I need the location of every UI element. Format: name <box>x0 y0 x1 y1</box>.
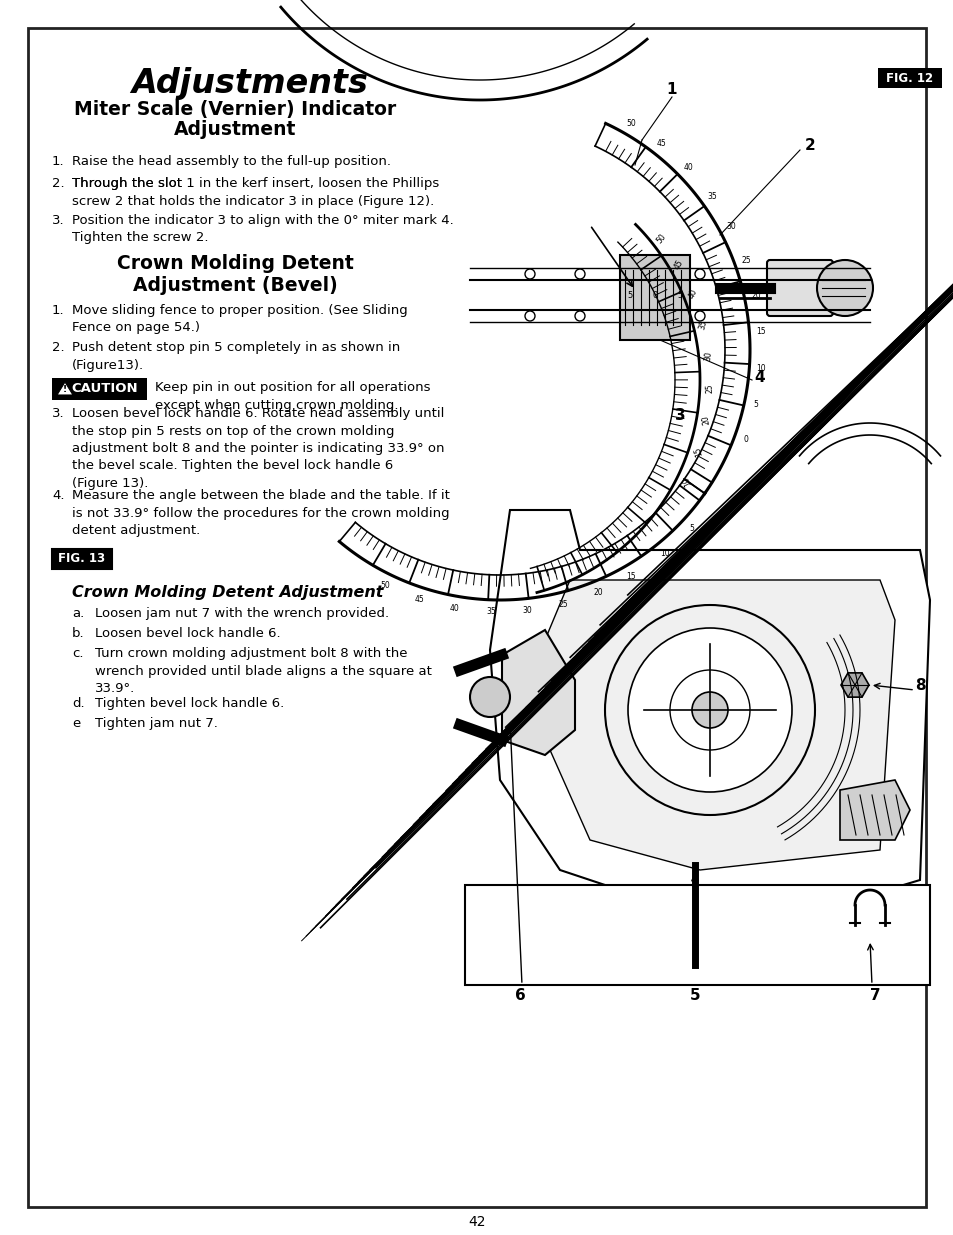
Text: 6: 6 <box>514 988 525 1003</box>
Text: Raise the head assembly to the full-up position.: Raise the head assembly to the full-up p… <box>71 156 391 168</box>
Polygon shape <box>840 781 909 840</box>
Text: Through the slot 1 in the kerf insert, loosen the Phillips
screw 2 that holds th: Through the slot 1 in the kerf insert, l… <box>71 177 438 207</box>
Text: 45: 45 <box>656 140 665 148</box>
Text: 50: 50 <box>654 232 667 245</box>
Text: 1.: 1. <box>52 304 65 317</box>
Text: 30: 30 <box>725 222 736 231</box>
Text: 15: 15 <box>692 445 703 457</box>
Text: a.: a. <box>71 606 84 620</box>
Text: 10: 10 <box>659 550 669 558</box>
Text: FIG. 12: FIG. 12 <box>885 72 933 84</box>
Text: Position the indicator 3 to align with the 0° miter mark 4.
Tighten the screw 2.: Position the indicator 3 to align with t… <box>71 214 454 245</box>
Circle shape <box>816 261 872 316</box>
Text: Miter Scale (Vernier) Indicator: Miter Scale (Vernier) Indicator <box>73 100 395 119</box>
Text: 40: 40 <box>449 604 459 613</box>
Text: 15: 15 <box>625 572 635 582</box>
Text: 20: 20 <box>593 588 602 598</box>
Text: 40: 40 <box>686 288 699 300</box>
Text: 45: 45 <box>672 258 685 272</box>
Text: 3.: 3. <box>52 408 65 420</box>
Text: Tighten bevel lock handle 6.: Tighten bevel lock handle 6. <box>95 697 284 710</box>
Text: Tighten jam nut 7.: Tighten jam nut 7. <box>95 718 217 730</box>
Text: 5: 5 <box>689 988 700 1003</box>
Text: 10: 10 <box>679 474 692 487</box>
Text: Turn crown molding adjustment bolt 8 with the
wrench provided until blade aligns: Turn crown molding adjustment bolt 8 wit… <box>95 647 432 695</box>
Text: b.: b. <box>71 627 85 640</box>
Text: Measure the angle between the blade and the table. If it
is not 33.9° follow the: Measure the angle between the blade and … <box>71 489 450 537</box>
Text: 3.: 3. <box>52 214 65 227</box>
Text: Keep pin in out position for all operations
except when cutting crown molding.: Keep pin in out position for all operati… <box>154 382 430 411</box>
Text: Adjustments: Adjustments <box>132 67 368 100</box>
Text: 7: 7 <box>869 988 880 1003</box>
FancyBboxPatch shape <box>877 68 941 88</box>
Text: 0: 0 <box>652 290 657 300</box>
Text: Loosen jam nut 7 with the wrench provided.: Loosen jam nut 7 with the wrench provide… <box>95 606 389 620</box>
Text: 2: 2 <box>803 137 815 152</box>
Text: Adjustment: Adjustment <box>173 120 295 140</box>
Text: Crown Molding Detent: Crown Molding Detent <box>116 254 353 273</box>
Text: 1.: 1. <box>52 156 65 168</box>
Circle shape <box>470 677 510 718</box>
FancyBboxPatch shape <box>766 261 832 316</box>
Text: 35: 35 <box>706 191 716 200</box>
Text: 15: 15 <box>756 327 765 336</box>
Polygon shape <box>490 510 929 910</box>
Text: 35: 35 <box>697 319 708 330</box>
Text: 25: 25 <box>740 256 750 264</box>
FancyBboxPatch shape <box>464 885 929 986</box>
Text: 50: 50 <box>625 119 636 127</box>
Text: 3: 3 <box>674 408 684 422</box>
Polygon shape <box>544 580 894 869</box>
Text: Move sliding fence to proper position. (See Sliding
Fence on page 54.): Move sliding fence to proper position. (… <box>71 304 407 335</box>
Text: d.: d. <box>71 697 85 710</box>
Text: 42: 42 <box>468 1215 485 1229</box>
Text: 5: 5 <box>677 290 682 300</box>
Text: Crown Molding Detent Adjustment: Crown Molding Detent Adjustment <box>71 585 383 600</box>
Text: c.: c. <box>71 647 84 659</box>
FancyBboxPatch shape <box>619 254 689 340</box>
Circle shape <box>691 692 727 727</box>
Text: 8: 8 <box>914 678 924 693</box>
Text: FIG. 13: FIG. 13 <box>58 552 106 566</box>
Text: 30: 30 <box>703 351 713 362</box>
FancyBboxPatch shape <box>28 28 925 1207</box>
Text: 50: 50 <box>380 580 390 590</box>
Polygon shape <box>57 382 73 395</box>
FancyBboxPatch shape <box>52 550 112 569</box>
Text: 20: 20 <box>751 291 760 300</box>
Text: 4.: 4. <box>52 489 65 501</box>
Text: CAUTION: CAUTION <box>71 383 137 395</box>
Text: 30: 30 <box>522 606 532 615</box>
Text: !: ! <box>63 385 67 394</box>
Text: 10: 10 <box>756 364 765 373</box>
Text: 5: 5 <box>627 290 632 300</box>
Text: e: e <box>71 718 80 730</box>
Polygon shape <box>501 630 575 755</box>
Text: Loosen bevel lock handle 6. Rotate head assembly until
the stop pin 5 rests on t: Loosen bevel lock handle 6. Rotate head … <box>71 408 444 490</box>
Text: 40: 40 <box>683 163 693 173</box>
Text: Loosen bevel lock handle 6.: Loosen bevel lock handle 6. <box>95 627 280 640</box>
Text: 25: 25 <box>704 383 714 393</box>
Text: Adjustment (Bevel): Adjustment (Bevel) <box>132 275 337 295</box>
Text: 2.: 2. <box>52 177 65 190</box>
Text: 45: 45 <box>414 595 423 604</box>
Text: Push detent stop pin 5 completely in as shown in
(Figure13).: Push detent stop pin 5 completely in as … <box>71 341 400 372</box>
Text: 1: 1 <box>666 83 677 98</box>
Text: 35: 35 <box>485 608 496 616</box>
Text: 20: 20 <box>700 415 711 426</box>
Text: 5: 5 <box>688 524 694 534</box>
Text: 5: 5 <box>753 400 758 409</box>
Text: 4: 4 <box>754 370 764 385</box>
Text: Through the slot: Through the slot <box>71 177 186 190</box>
Polygon shape <box>841 673 868 697</box>
Text: 25: 25 <box>558 600 568 609</box>
Text: 2.: 2. <box>52 341 65 354</box>
Circle shape <box>627 629 791 792</box>
Text: 0: 0 <box>743 435 748 445</box>
FancyBboxPatch shape <box>52 378 147 400</box>
